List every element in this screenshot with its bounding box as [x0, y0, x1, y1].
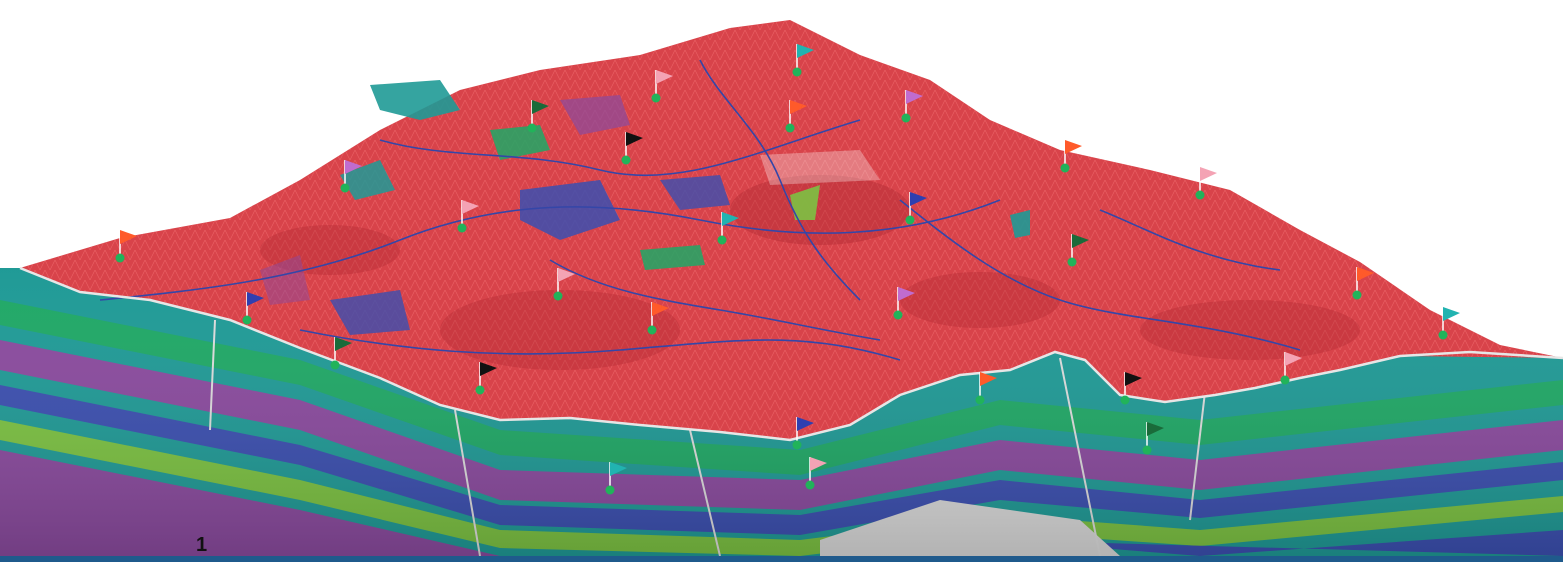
well-flag-icon — [558, 268, 575, 282]
figure-number: 1 — [196, 534, 208, 556]
well-head-marker — [115, 253, 125, 263]
well-head-marker — [475, 385, 485, 395]
well-flag-icon — [247, 292, 264, 306]
terrain-surface — [20, 20, 1563, 440]
well-head-marker — [647, 325, 657, 335]
river-network — [99, 59, 1301, 361]
well-head-marker — [1060, 163, 1070, 173]
well-flag-icon — [335, 337, 352, 351]
well-flag-icon — [722, 212, 739, 226]
well-head-marker — [553, 291, 563, 301]
well-head-marker — [1438, 330, 1448, 340]
well-flag-icon — [898, 287, 915, 301]
well-head-marker — [1067, 257, 1077, 267]
well-head-marker — [901, 113, 911, 123]
well-flag-icon — [1125, 372, 1142, 386]
well-flag-icon — [652, 302, 669, 316]
well-head-marker — [792, 67, 802, 77]
well-head-marker — [1120, 395, 1130, 405]
well-flag-icon — [626, 132, 643, 146]
well-head-marker — [975, 395, 985, 405]
well-flag-icon — [797, 44, 814, 58]
well-flag-icon — [462, 200, 479, 214]
well-flag-icon — [1072, 234, 1089, 248]
well-flag-icon — [980, 372, 997, 386]
well-flag-icon — [790, 100, 807, 114]
well-head-marker — [792, 440, 802, 450]
well-flag-icon — [910, 192, 927, 206]
well-flag-icon — [120, 230, 137, 244]
well-head-marker — [340, 183, 350, 193]
well-flag-icon — [810, 457, 827, 471]
well-head-marker — [893, 310, 903, 320]
well-head-marker — [785, 123, 795, 133]
well-flag-icon — [1200, 167, 1217, 181]
well-head-marker — [1142, 445, 1152, 455]
well-head-marker — [605, 485, 615, 495]
well-head-marker — [805, 480, 815, 490]
well-head-marker — [1195, 190, 1205, 200]
well-flag-icon — [532, 100, 549, 114]
well-flag-icon — [345, 160, 362, 174]
well-flag-icon — [1285, 352, 1302, 366]
well-flag-icon — [480, 362, 497, 376]
well-flag-icon — [656, 70, 673, 84]
well-flags — [115, 44, 1460, 495]
well-head-marker — [717, 235, 727, 245]
well-head-marker — [330, 360, 340, 370]
well-flag-icon — [797, 417, 814, 431]
well-head-marker — [905, 215, 915, 225]
well-flag-icon — [906, 90, 923, 104]
well-head-marker — [1352, 290, 1362, 300]
well-head-marker — [457, 223, 467, 233]
well-flag-icon — [1147, 422, 1164, 436]
well-head-marker — [1280, 375, 1290, 385]
well-head-marker — [651, 93, 661, 103]
well-flag-icon — [610, 462, 627, 476]
well-flag-icon — [1065, 140, 1082, 154]
well-flag-icon — [1443, 307, 1460, 321]
well-head-marker — [621, 155, 631, 165]
well-head-marker — [527, 123, 537, 133]
well-head-marker — [242, 315, 252, 325]
well-flag-icon — [1357, 267, 1374, 281]
footer-bar — [0, 556, 1563, 562]
